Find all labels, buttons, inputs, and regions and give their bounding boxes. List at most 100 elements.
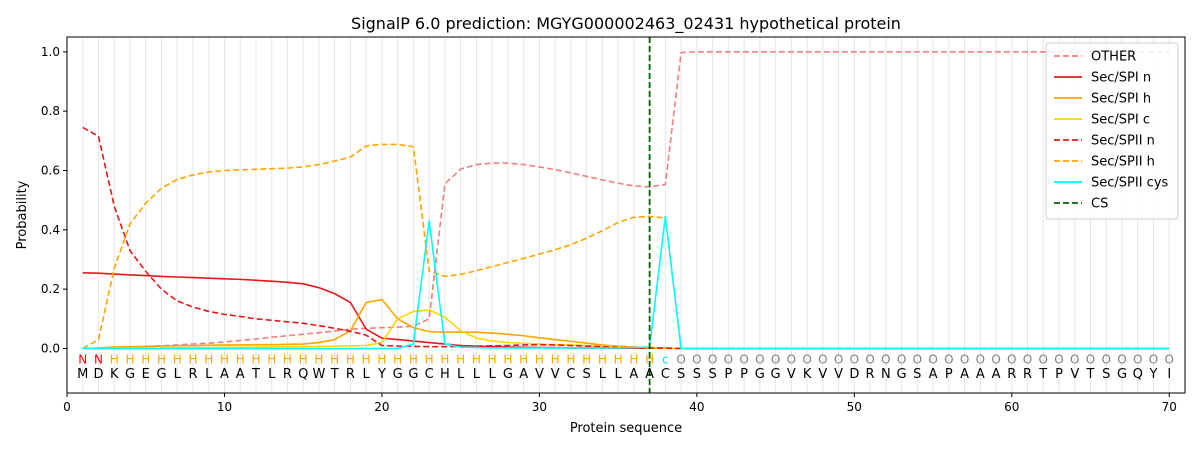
residue-label: S [1102, 367, 1110, 382]
residue-label: L [174, 367, 182, 382]
axes: 0 10 20 30 40 50 60 70 0.0 0.2 0.4 0.6 0.8 1.0 [41, 45, 1177, 414]
region-label: O [708, 352, 717, 366]
residue-label: T [251, 367, 260, 382]
series-line-2 [82, 298, 1170, 350]
legend-label: Sec/SPI n [1091, 71, 1151, 86]
residue-label: G [1117, 367, 1127, 382]
residue-label: T [330, 367, 339, 382]
residue-label: R [1023, 367, 1032, 382]
residue-label: V [1070, 367, 1079, 382]
region-label: O [865, 352, 874, 366]
residue-label: S [913, 367, 921, 382]
series-line-3 [82, 309, 1170, 350]
residue-label: K [803, 367, 812, 382]
region-label: O [850, 352, 859, 366]
region-label: O [1054, 352, 1063, 366]
residue-label: G [897, 367, 907, 382]
residue-label: D [849, 367, 859, 382]
region-label: O [1149, 352, 1158, 366]
region-label: N [78, 352, 87, 366]
region-label: O [1039, 352, 1048, 366]
region-label: H [314, 352, 323, 366]
region-label: O [1165, 352, 1174, 366]
residue-label: V [535, 367, 544, 382]
region-label: O [1086, 352, 1095, 366]
residue-label: A [960, 367, 969, 382]
region-label: H [204, 352, 213, 366]
residue-label: Q [1133, 367, 1143, 382]
residue-label: G [408, 367, 418, 382]
residue-label: G [771, 367, 781, 382]
chart-title: SignalP 6.0 prediction: MGYG000002463_02… [351, 14, 901, 34]
region-label: H [283, 352, 292, 366]
region-label: H [566, 352, 575, 366]
residue-label: V [834, 367, 843, 382]
region-label: O [1102, 352, 1111, 366]
region-label: H [299, 352, 308, 366]
region-label: H [330, 352, 339, 366]
legend-label: CS [1091, 197, 1108, 212]
x-tick-label: 70 [1162, 400, 1177, 414]
residue-label: A [976, 367, 985, 382]
region-label: O [976, 352, 985, 366]
region-label: H [236, 352, 245, 366]
residue-label: A [629, 367, 638, 382]
legend: OTHER Sec/SPI n Sec/SPI h Sec/SPI c Sec/SPII… [1045, 42, 1179, 220]
legend-label: Sec/SPII h [1091, 155, 1155, 170]
residue-label: A [992, 367, 1001, 382]
region-label: O [787, 352, 796, 366]
region-label: H [503, 352, 512, 366]
residue-label: R [346, 367, 355, 382]
residue-label: G [156, 367, 166, 382]
residue-label: T [1038, 367, 1047, 382]
region-label: O [676, 352, 685, 366]
region-label: O [1007, 352, 1016, 366]
region-label: H [425, 352, 434, 366]
residue-label: L [615, 367, 623, 382]
residue-label: A [236, 367, 245, 382]
y-tick-label: 0.0 [41, 342, 60, 356]
region-label: O [802, 352, 811, 366]
x-tick-label: 50 [847, 400, 862, 414]
region-label: H [488, 352, 497, 366]
region-label: H [141, 352, 150, 366]
residue-label: C [425, 367, 434, 382]
region-label: O [818, 352, 827, 366]
region-label: H [125, 352, 134, 366]
y-tick-label: 0.6 [41, 164, 60, 178]
residue-label: H [440, 367, 450, 382]
region-label: H [267, 352, 276, 366]
residue-label: K [110, 367, 119, 382]
region-label: H [456, 352, 465, 366]
residue-label: Y [1149, 367, 1158, 382]
x-tick-label: 30 [532, 400, 547, 414]
region-label: H [582, 352, 591, 366]
x-tick-label: 0 [63, 400, 71, 414]
region-label: O [913, 352, 922, 366]
residue-label: S [708, 367, 716, 382]
residue-label: N [881, 367, 891, 382]
region-label: c [662, 352, 669, 366]
series-line-0 [82, 51, 1170, 350]
residue-label: Y [377, 367, 386, 382]
residue-label: D [93, 367, 103, 382]
region-label: H [377, 352, 386, 366]
residue-label: G [503, 367, 513, 382]
residue-label: C [661, 367, 670, 382]
y-tick-label: 0.4 [41, 223, 60, 237]
region-label: O [724, 352, 733, 366]
series-line-1 [82, 272, 1170, 350]
residue-label: W [313, 367, 326, 382]
region-label: H [440, 352, 449, 366]
residue-label: Q [298, 367, 308, 382]
y-tick-label: 0.2 [41, 282, 60, 296]
region-label: H [393, 352, 402, 366]
region-label: O [1023, 352, 1032, 366]
series-line-6 [82, 215, 1170, 350]
residue-label: L [205, 367, 213, 382]
x-tick-label: 20 [374, 400, 389, 414]
region-label: O [692, 352, 701, 366]
region-label: H [551, 352, 560, 366]
residue-label: S [583, 367, 591, 382]
